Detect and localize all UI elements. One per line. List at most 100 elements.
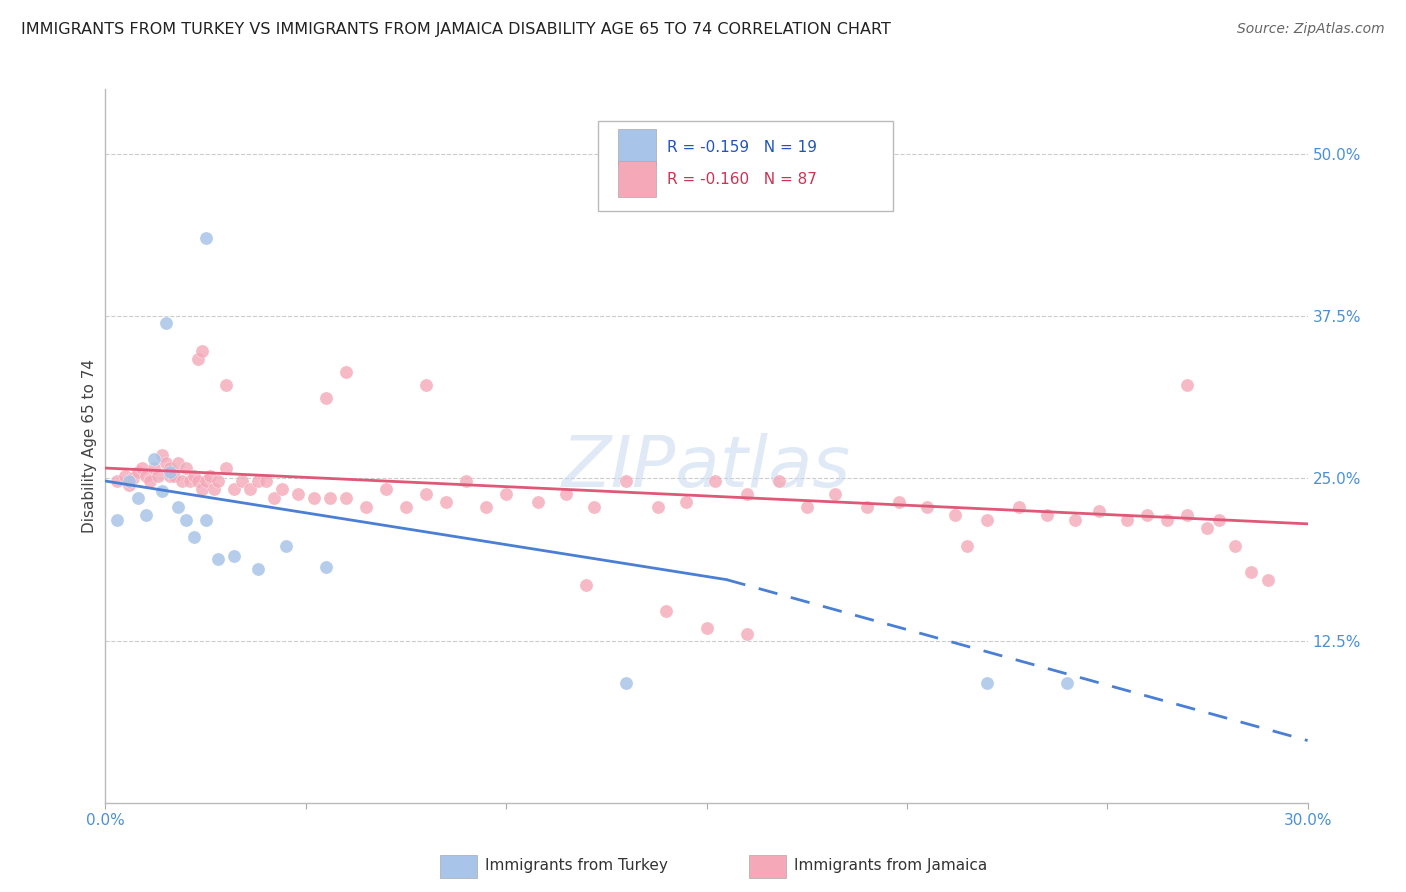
Point (1177, 378, 1199, 392)
Point (118, 474, 141, 488)
Point (616, 676, 638, 690)
Point (179, 474, 201, 488)
Point (170, 474, 193, 488)
Point (319, 491, 342, 505)
Point (246, 562, 269, 576)
Point (231, 474, 253, 488)
Point (190, 344, 212, 359)
Point (735, 487, 758, 501)
FancyBboxPatch shape (617, 129, 657, 165)
Point (647, 500, 669, 514)
Text: Source: ZipAtlas.com: Source: ZipAtlas.com (1237, 22, 1385, 37)
Point (1240, 565, 1263, 579)
Point (1177, 508, 1199, 522)
Point (616, 474, 638, 488)
Point (127, 465, 149, 479)
Point (187, 474, 209, 488)
FancyBboxPatch shape (599, 121, 893, 211)
Point (675, 495, 697, 509)
Point (270, 482, 292, 496)
Y-axis label: Disability Age 65 to 74: Disability Age 65 to 74 (82, 359, 97, 533)
Point (315, 559, 337, 574)
Point (434, 495, 457, 509)
Point (222, 549, 245, 564)
Point (155, 316, 177, 330)
Point (527, 495, 550, 509)
Point (1197, 521, 1219, 535)
Point (768, 474, 790, 488)
Point (575, 578, 598, 592)
Point (150, 484, 173, 499)
Point (354, 500, 377, 514)
Point (943, 508, 966, 522)
Point (475, 500, 498, 514)
Point (696, 621, 718, 635)
Point (107, 474, 129, 488)
Point (135, 508, 157, 522)
Point (263, 491, 285, 505)
Point (150, 448, 173, 462)
Point (107, 513, 129, 527)
Point (395, 500, 418, 514)
Point (166, 500, 188, 514)
Point (194, 474, 217, 488)
Point (287, 487, 309, 501)
Point (454, 474, 477, 488)
Point (142, 452, 165, 467)
Point (1225, 539, 1247, 553)
Point (166, 456, 188, 470)
Point (703, 474, 725, 488)
Point (956, 539, 979, 553)
Point (1257, 573, 1279, 587)
Point (583, 500, 606, 514)
Point (735, 627, 758, 641)
Point (214, 378, 236, 392)
Point (118, 478, 141, 492)
Point (415, 487, 437, 501)
Point (274, 539, 297, 553)
Point (135, 468, 157, 483)
Point (138, 474, 160, 488)
Text: Immigrants from Jamaica: Immigrants from Jamaica (794, 858, 987, 872)
Point (187, 352, 209, 367)
Point (207, 552, 229, 566)
Point (1064, 513, 1087, 527)
Point (315, 391, 337, 405)
Point (887, 495, 910, 509)
Text: Immigrants from Turkey: Immigrants from Turkey (485, 858, 668, 872)
Point (796, 500, 818, 514)
Point (202, 482, 225, 496)
Point (655, 604, 678, 618)
Point (555, 487, 578, 501)
Point (824, 487, 846, 501)
Point (155, 456, 177, 470)
Point (159, 468, 181, 483)
Point (214, 461, 236, 475)
Point (1136, 508, 1159, 522)
Point (495, 487, 517, 501)
Point (194, 513, 217, 527)
FancyBboxPatch shape (617, 161, 657, 197)
Point (183, 468, 205, 483)
Point (1208, 513, 1230, 527)
Point (1036, 508, 1059, 522)
Point (159, 465, 181, 479)
Point (335, 365, 357, 379)
Point (146, 468, 169, 483)
Point (415, 378, 437, 392)
Text: R = -0.160   N = 87: R = -0.160 N = 87 (666, 171, 817, 186)
Point (183, 530, 205, 544)
Point (1008, 500, 1031, 514)
Point (855, 500, 877, 514)
Point (127, 491, 149, 505)
Point (190, 482, 212, 496)
Point (246, 474, 269, 488)
Point (207, 474, 229, 488)
Point (254, 474, 277, 488)
Point (122, 471, 145, 485)
Point (114, 468, 136, 483)
Point (976, 513, 998, 527)
Point (976, 676, 998, 690)
Text: R = -0.159   N = 19: R = -0.159 N = 19 (666, 139, 817, 154)
Point (1116, 513, 1139, 527)
